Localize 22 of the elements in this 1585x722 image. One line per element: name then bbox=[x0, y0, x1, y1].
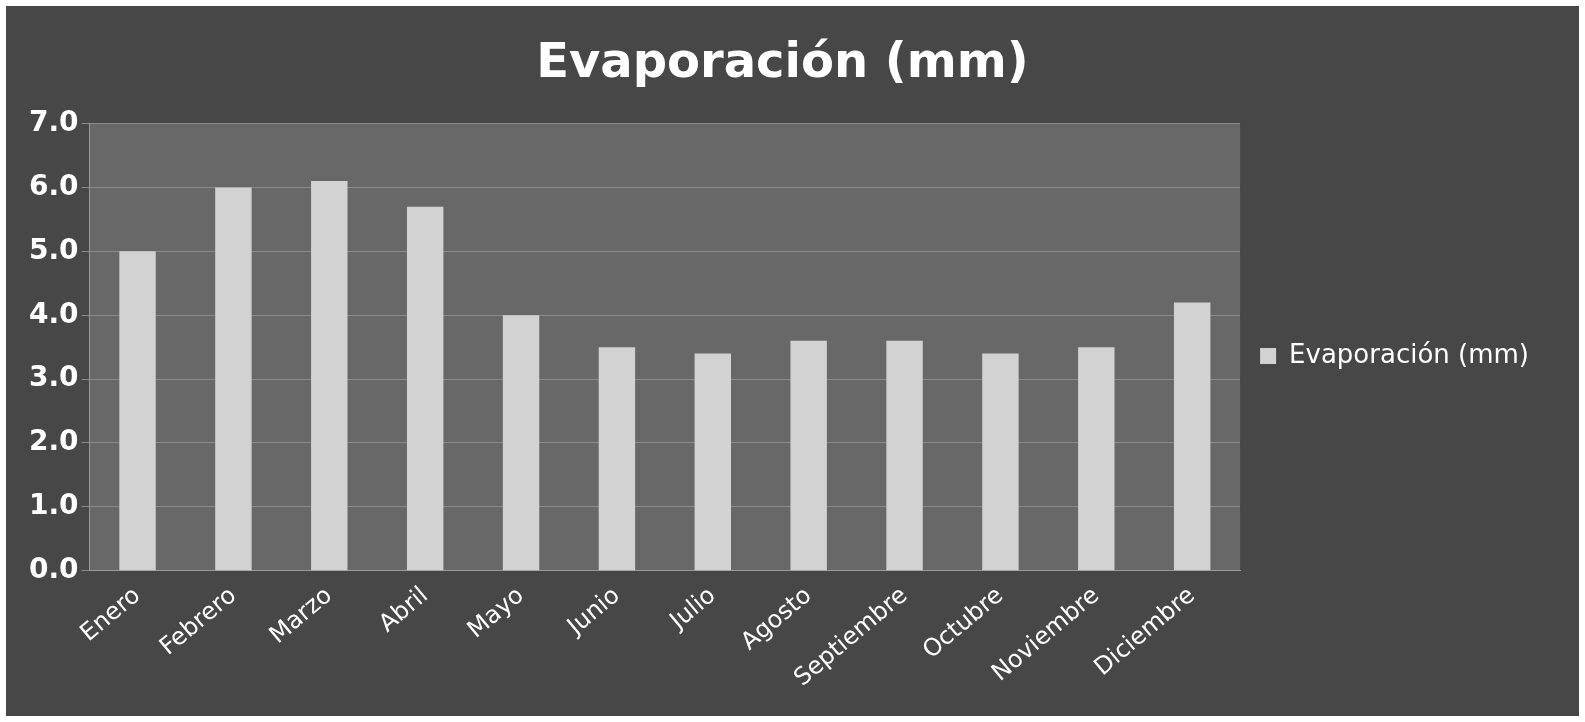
y-tick-label: 2.0 bbox=[28, 424, 79, 458]
y-tick-label: 7.0 bbox=[28, 104, 79, 138]
bar bbox=[1173, 302, 1211, 571]
y-tick-label: 0.0 bbox=[28, 552, 79, 585]
bar bbox=[119, 251, 156, 571]
y-tick-label: 6.0 bbox=[28, 168, 79, 202]
bar bbox=[311, 181, 348, 571]
chart-title: Evaporación (mm) bbox=[536, 32, 1029, 89]
bar bbox=[790, 340, 827, 571]
bar bbox=[694, 353, 732, 571]
bar bbox=[215, 187, 252, 571]
y-tick-label: 1.0 bbox=[28, 488, 79, 522]
bar bbox=[502, 315, 540, 571]
y-tick-label: 4.0 bbox=[28, 296, 79, 330]
legend-label: Evaporación (mm) bbox=[1289, 338, 1529, 369]
bar bbox=[598, 347, 636, 571]
bar bbox=[886, 340, 923, 571]
bar bbox=[982, 353, 1019, 571]
y-tick-label: 5.0 bbox=[28, 232, 79, 266]
bar bbox=[406, 206, 444, 571]
y-tick-label: 3.0 bbox=[28, 360, 79, 394]
bar bbox=[1078, 347, 1115, 571]
